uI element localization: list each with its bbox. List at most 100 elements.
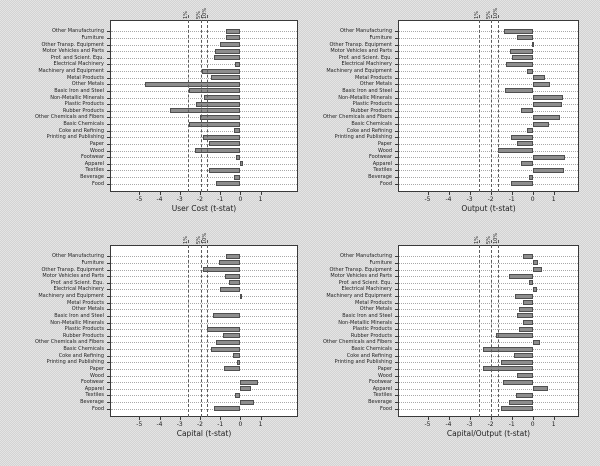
y-tick	[107, 143, 110, 145]
gridline	[399, 315, 578, 317]
category-label: Machinery and Equipment	[326, 293, 392, 300]
gridline	[111, 402, 297, 404]
x-tick	[139, 192, 141, 195]
bar	[240, 399, 255, 405]
x-tick	[159, 192, 161, 195]
bar	[532, 81, 550, 87]
y-tick	[395, 262, 398, 264]
category-label: Basic Chemicals	[351, 346, 392, 353]
category-label: Rubber Products	[62, 107, 104, 114]
category-label: Food	[380, 180, 392, 187]
category-label: Metal Products	[355, 299, 392, 306]
bar	[504, 28, 533, 34]
category-label: Other Chemicals and Fibers	[35, 339, 104, 346]
gridline	[111, 77, 297, 79]
category-label: Other Metals	[71, 306, 104, 313]
category-label: Beverage	[80, 174, 104, 181]
y-tick	[107, 64, 110, 66]
category-label: Basic Chemicals	[63, 346, 104, 353]
critical-line	[491, 15, 493, 192]
y-tick	[107, 90, 110, 92]
gridline	[111, 157, 297, 159]
x-tick-label: 1	[551, 421, 556, 428]
category-label: Other Manufacturing	[340, 28, 392, 35]
category-label: Printing and Publishing	[46, 134, 104, 141]
x-tick	[179, 417, 181, 420]
bar	[532, 267, 542, 273]
y-tick	[107, 170, 110, 172]
chart-cell-capital-output-t-stat: Other Manufacturing Furniture Other Transp…	[300, 233, 600, 466]
category-label: Prof. and Scient. Equ.	[338, 279, 392, 286]
x-tick	[490, 192, 492, 195]
category-label: Food	[92, 405, 104, 412]
y-tick	[395, 64, 398, 66]
category-label: Electrical Machinery	[53, 61, 104, 68]
x-tick	[220, 417, 222, 420]
y-tick	[107, 57, 110, 59]
bar	[495, 333, 533, 339]
bar	[532, 260, 539, 266]
gridline	[111, 388, 297, 390]
x-tick-label: -2	[197, 421, 203, 428]
y-tick	[395, 335, 398, 337]
gridline	[399, 31, 578, 33]
category-label: Electrical Machinery	[341, 286, 392, 293]
category-label: Other Manufacturing	[340, 253, 392, 260]
category-label: Apparel	[84, 385, 104, 392]
y-tick	[395, 77, 398, 79]
y-tick	[107, 388, 110, 390]
category-label: Prof. and Scient. Equ.	[338, 54, 392, 61]
y-tick	[395, 342, 398, 344]
x-tick	[511, 192, 513, 195]
x-tick-label: -3	[176, 196, 183, 203]
y-tick	[395, 408, 398, 410]
y-tick	[395, 137, 398, 139]
category-label: Plastic Products	[64, 326, 104, 333]
x-tick	[260, 417, 262, 420]
x-axis-title: Output (t-stat)	[461, 204, 516, 213]
bar	[200, 114, 241, 120]
gridline	[111, 342, 297, 344]
x-tick-label: -4	[156, 196, 163, 203]
bar	[234, 174, 241, 180]
y-tick	[395, 269, 398, 271]
x-tick	[469, 417, 471, 420]
critical-line-label: 5%	[195, 11, 202, 19]
bar	[194, 148, 241, 154]
gridline	[399, 395, 578, 397]
y-tick	[107, 362, 110, 364]
x-tick	[553, 417, 555, 420]
gridline	[111, 302, 297, 304]
x-tick-label: -3	[466, 196, 473, 203]
chart-cell-user-cost-t-stat: Other Manufacturing Furniture Other Transp…	[0, 0, 300, 233]
category-label: Plastic Products	[352, 326, 392, 333]
bar	[188, 121, 241, 127]
y-tick	[107, 382, 110, 384]
x-tick-label: -1	[508, 421, 515, 428]
gridline	[111, 37, 297, 39]
category-label: Plastic Products	[64, 101, 104, 108]
critical-line	[491, 240, 493, 417]
y-tick	[395, 84, 398, 86]
critical-line-label: 10%	[493, 7, 500, 19]
bar	[516, 313, 533, 319]
gridline	[399, 104, 578, 106]
category-label: Textiles	[373, 167, 392, 174]
y-tick	[395, 256, 398, 258]
bar	[532, 154, 566, 160]
y-tick	[107, 349, 110, 351]
gridline	[111, 177, 297, 179]
bar	[527, 68, 533, 74]
gridline	[111, 170, 297, 172]
y-tick	[395, 163, 398, 165]
critical-line-label: 1%	[183, 11, 190, 19]
y-tick	[395, 150, 398, 152]
bar	[226, 28, 241, 34]
category-label: Textiles	[85, 392, 104, 399]
x-tick-label: 1	[551, 196, 556, 203]
gridline	[111, 31, 297, 33]
category-label: Furniture	[81, 34, 104, 41]
gridline	[399, 256, 578, 258]
bar	[515, 293, 533, 299]
y-tick	[107, 322, 110, 324]
